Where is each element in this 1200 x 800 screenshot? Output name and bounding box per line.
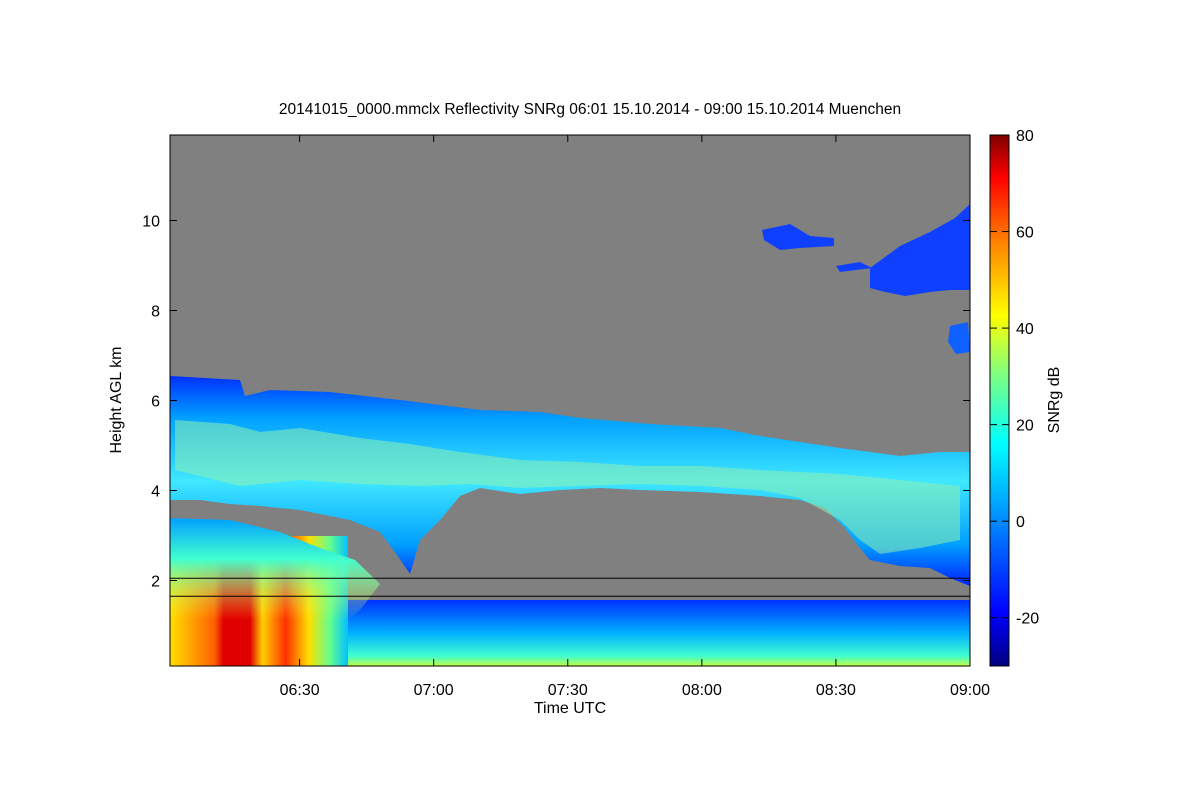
colorbar-tick-label-0: 80: [1016, 128, 1034, 145]
y-axis-label: Height AGL km: [108, 346, 125, 453]
y-tick-label-4: 10: [142, 214, 160, 231]
x-tick-label-3: 08:00: [682, 682, 722, 699]
colorbar-tick-label-2: 40: [1016, 321, 1034, 338]
x-tick-label-5: 09:00: [950, 682, 990, 699]
x-tick-label-0: 06:30: [280, 682, 320, 699]
x-tick-label-4: 08:30: [816, 682, 856, 699]
cirrus-streak: [762, 224, 834, 250]
colorbar-tick-label-1: 60: [1016, 225, 1034, 242]
colorbar-tick-label-4: 0: [1016, 514, 1025, 531]
y-tick-label-1: 4: [151, 484, 160, 501]
cirrus-patch: [870, 204, 970, 296]
x-axis-label: Time UTC: [534, 700, 606, 717]
plot-area: [170, 135, 970, 666]
cirrus-streak-small: [836, 262, 872, 272]
y-tick-label-3: 8: [151, 304, 160, 321]
x-tick-label-2: 07:30: [548, 682, 588, 699]
colorbar-label: SNRg dB: [1046, 367, 1063, 434]
boundary-layer-echo: [340, 600, 970, 666]
reference-lines: [170, 577, 970, 597]
cirrus-blob: [948, 322, 970, 354]
chart-title: 20141015_0000.mmclx Reflectivity SNRg 06…: [279, 101, 901, 118]
colorbar: [989, 134, 1010, 667]
y-tick-label-0: 2: [151, 574, 160, 591]
y-axis: 2 4 6 8 10: [142, 214, 970, 591]
x-axis: 06:30 07:00 07:30 08:00 08:30 09:00: [280, 135, 990, 699]
y-tick-label-2: 6: [151, 394, 160, 411]
fog-top: [170, 518, 380, 620]
ice-cloud-core: [175, 420, 960, 554]
x-tick-label-1: 07:00: [414, 682, 454, 699]
colorbar-ticks: 80 60 40 20 0 -20: [990, 128, 1039, 628]
colorbar-tick-label-5: -20: [1016, 611, 1039, 628]
colorbar-tick-label-3: 20: [1016, 418, 1034, 435]
